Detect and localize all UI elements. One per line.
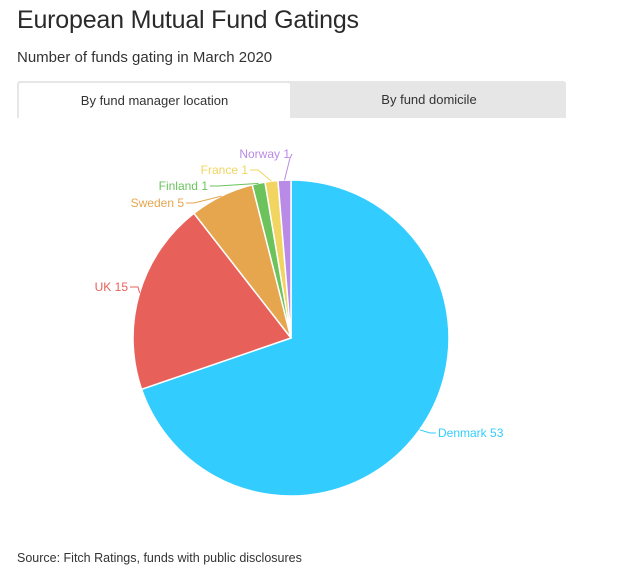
pie-slice-uk[interactable] bbox=[132, 212, 293, 391]
connector-norway bbox=[284, 153, 293, 181]
connector-finland bbox=[210, 182, 259, 187]
pie-chart-container: Denmark 53 UK 15 Sweden 5 Finland 1 France 1… bbox=[0, 118, 617, 538]
connector-sweden bbox=[186, 195, 222, 204]
tab-by-fund-domicile[interactable]: By fund domicile bbox=[381, 92, 477, 107]
slice-label-norway: Norway 1 bbox=[239, 147, 290, 161]
pie-chart: Denmark 53 UK 15 Sweden 5 Finland 1 France 1… bbox=[95, 147, 504, 497]
pie-slice-norway[interactable] bbox=[277, 179, 292, 339]
slice-label-france: France 1 bbox=[201, 163, 249, 177]
connector-france bbox=[250, 169, 272, 182]
page-subtitle: Number of funds gating in March 2020 bbox=[17, 49, 273, 66]
pie-slice-denmark[interactable] bbox=[140, 179, 450, 497]
slice-label-sweden: Sweden 5 bbox=[131, 196, 185, 210]
connector-denmark bbox=[419, 429, 436, 434]
slice-label-finland: Finland 1 bbox=[159, 179, 209, 193]
tab-bar: By fund manager location By fund domicil… bbox=[17, 81, 566, 118]
tab-by-fund-manager-location[interactable]: By fund manager location bbox=[19, 83, 290, 118]
connector-uk bbox=[130, 286, 141, 294]
slice-label-uk: UK 15 bbox=[95, 280, 129, 294]
slice-label-denmark: Denmark 53 bbox=[438, 426, 504, 440]
source-note: Source: Fitch Ratings, funds with public… bbox=[17, 551, 302, 565]
page-title: European Mutual Fund Gatings bbox=[17, 6, 359, 34]
